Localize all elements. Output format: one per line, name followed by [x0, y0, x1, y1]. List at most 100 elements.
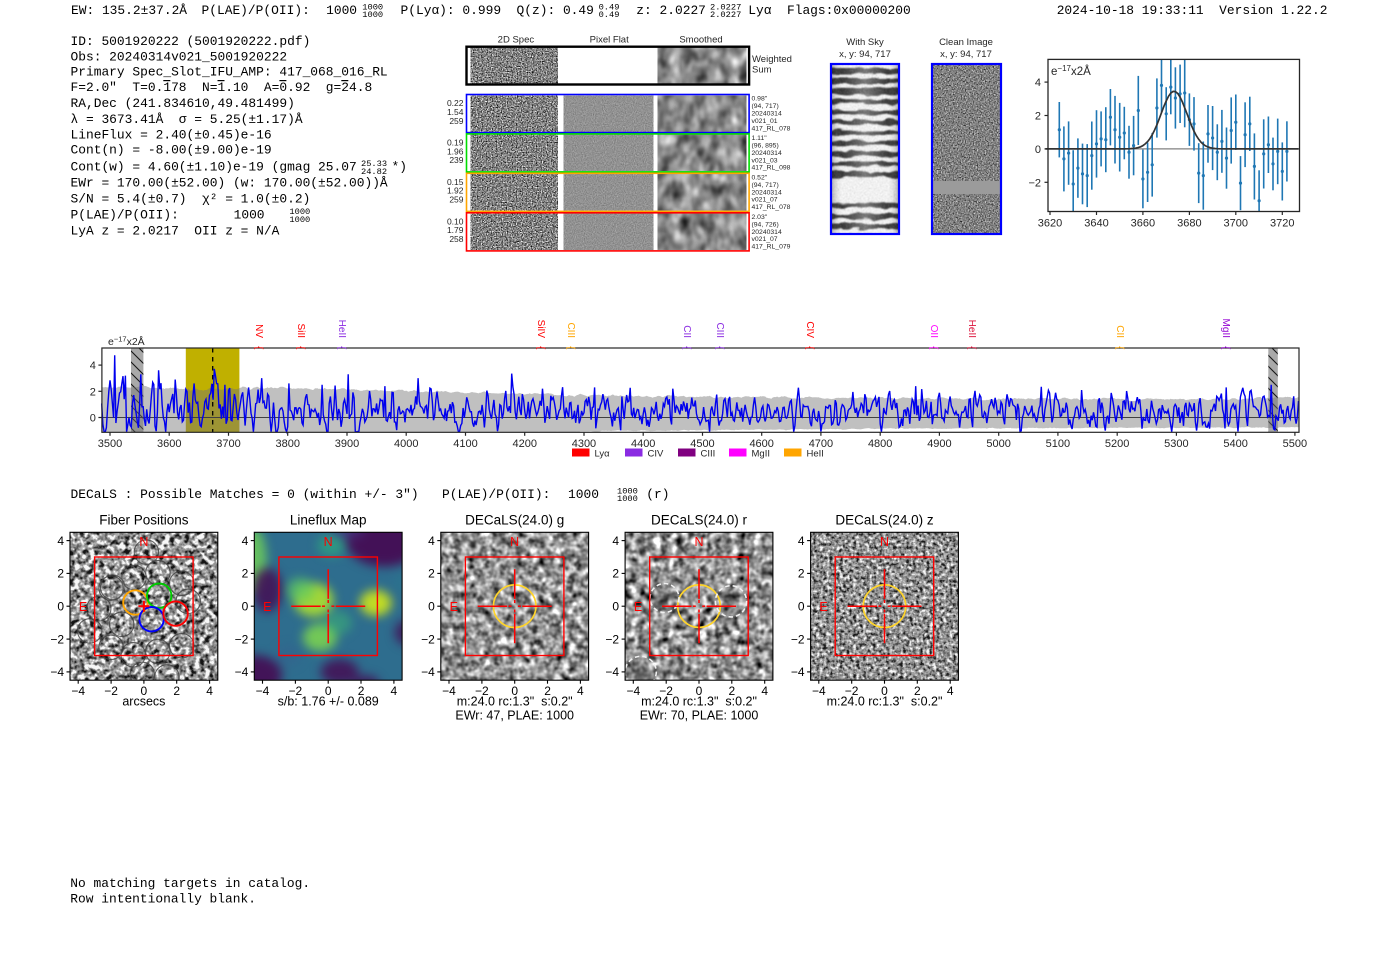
svg-text:EWr: 70, PLAE: 1000: EWr: 70, PLAE: 1000 [640, 709, 759, 723]
svg-text:4300: 4300 [572, 438, 596, 450]
svg-text:m:24.0 rc:1.3" s:0.2": m:24.0 rc:1.3" s:0.2" [641, 695, 757, 709]
svg-text:3640: 3640 [1084, 218, 1108, 230]
svg-text:x, y: 94, 717: x, y: 94, 717 [940, 49, 992, 60]
svg-text:2.03": 2.03" [752, 214, 768, 221]
svg-text:CIII: CIII [701, 449, 716, 460]
svg-text:{: { [253, 346, 264, 350]
svg-text:P(LAE)/P(OII):: P(LAE)/P(OII): [202, 3, 310, 18]
svg-text:P(Lyα): 0.999 Q(z): 0.49: P(Lyα): 0.999 Q(z): 0.49 [401, 3, 594, 18]
svg-text:CIII: CIII [714, 322, 725, 338]
svg-text:EWr: 47, PLAE: 1000: EWr: 47, PLAE: 1000 [455, 709, 574, 723]
svg-text:1000: 1000 [362, 10, 383, 20]
svg-text:25.33: 25.33 [361, 159, 387, 169]
svg-text:{: { [535, 346, 546, 350]
svg-text:DECaLS : Possible Matches = 0: DECaLS : Possible Matches = 0 (within +/… [71, 487, 419, 502]
svg-text:{: { [1114, 346, 1125, 350]
svg-text:Cont(n) = -8.00(±9.00)e-19: Cont(n) = -8.00(±9.00)e-19 [71, 143, 272, 158]
svg-text:4200: 4200 [512, 438, 536, 450]
svg-text:5000: 5000 [986, 438, 1010, 450]
svg-text:2.0227: 2.0227 [710, 2, 741, 12]
svg-text:−4: −4 [421, 665, 435, 679]
svg-text:−2: −2 [605, 632, 619, 646]
svg-text:−2: −2 [235, 632, 249, 646]
svg-text:259: 259 [449, 195, 463, 205]
svg-text:E: E [634, 600, 642, 614]
svg-text:−4: −4 [256, 684, 270, 698]
svg-text:0.49: 0.49 [599, 10, 620, 20]
svg-text:v021_07: v021_07 [752, 236, 778, 243]
svg-text:DECaLS(24.0) z: DECaLS(24.0) z [835, 513, 934, 528]
svg-text:ID: 5001920222 (5001920222.pdf: ID: 5001920222 (5001920222.pdf) [71, 34, 311, 49]
svg-text:*): *) [392, 160, 407, 175]
svg-text:0: 0 [1035, 144, 1041, 156]
svg-text:−2: −2 [104, 684, 118, 698]
svg-text:arcsecs: arcsecs [122, 695, 165, 709]
svg-text:0: 0 [881, 684, 888, 698]
svg-text:3700: 3700 [216, 438, 240, 450]
svg-text:2: 2 [173, 684, 180, 698]
svg-text:E: E [450, 600, 458, 614]
svg-text:239: 239 [449, 155, 463, 165]
svg-text:−4: −4 [791, 665, 805, 679]
svg-text:258: 258 [449, 234, 463, 244]
svg-text:3900: 3900 [335, 438, 359, 450]
svg-text:5100: 5100 [1046, 438, 1070, 450]
svg-text:2: 2 [798, 567, 805, 581]
svg-text:s/b: 1.76 +/- 0.089: s/b: 1.76 +/- 0.089 [278, 695, 379, 709]
svg-text:S/N = 5.4(±0.7) χ² = 1.0(±0.2: S/N = 5.4(±0.7) χ² = 1.0(±0.2) [71, 192, 311, 207]
svg-text:0.15: 0.15 [447, 177, 464, 187]
svg-text:Primary Spec_Slot_IFU_AMP: 417: Primary Spec_Slot_IFU_AMP: 417_068_016_R… [71, 65, 388, 80]
svg-text:Lineflux Map: Lineflux Map [290, 513, 367, 528]
svg-text:1000: 1000 [234, 208, 265, 223]
svg-text:e−17x2Å: e−17x2Å [108, 335, 145, 349]
svg-text:1.92: 1.92 [447, 186, 464, 196]
svg-text:LyA z = 2.0217 OII z = N/A: LyA z = 2.0217 OII z = N/A [71, 223, 280, 238]
svg-text:(94, 726): (94, 726) [752, 221, 779, 228]
svg-text:0: 0 [511, 684, 518, 698]
svg-text:−4: −4 [605, 665, 619, 679]
svg-text:0: 0 [90, 413, 96, 425]
svg-text:(96, 895): (96, 895) [752, 143, 779, 150]
svg-text:F=2.0" T=0.178 N=1.10 A=0.9: F=2.0" T=0.178 N=1.10 A=0.92 g=24.8 [71, 80, 373, 95]
svg-text:Smoothed: Smoothed [679, 35, 722, 46]
svg-text:(94, 717): (94, 717) [752, 182, 779, 189]
svg-text:0: 0 [798, 599, 805, 613]
svg-text:4100: 4100 [453, 438, 477, 450]
svg-text:{: { [804, 346, 815, 350]
svg-text:5300: 5300 [1164, 438, 1188, 450]
svg-text:5200: 5200 [1105, 438, 1129, 450]
svg-text:3800: 3800 [275, 438, 299, 450]
svg-text:Cont(w) = 4.60(±1.10)e-19 (gma: Cont(w) = 4.60(±1.10)e-19 (gmag 25.07 [71, 160, 357, 175]
svg-text:Clean Image: Clean Image [939, 37, 993, 48]
svg-text:4: 4 [391, 684, 398, 698]
svg-text:0: 0 [696, 684, 703, 698]
svg-text:v021_07: v021_07 [752, 197, 778, 204]
svg-text:0: 0 [428, 599, 435, 613]
svg-text:4900: 4900 [927, 438, 951, 450]
svg-text:4: 4 [428, 534, 435, 548]
svg-text:3720: 3720 [1270, 218, 1294, 230]
svg-text:{: { [295, 346, 306, 350]
svg-text:417_RL_078: 417_RL_078 [752, 125, 791, 132]
svg-text:N: N [139, 535, 148, 549]
svg-text:{: { [681, 346, 692, 350]
svg-text:λ = 3673.41Å σ = 5.25(±1.17)Å: λ = 3673.41Å σ = 5.25(±1.17)Å [71, 112, 303, 127]
svg-text:1.11": 1.11" [752, 135, 768, 142]
svg-text:4500: 4500 [690, 438, 714, 450]
svg-text:v021_01: v021_01 [752, 118, 778, 125]
svg-text:2.0227: 2.0227 [710, 10, 741, 20]
svg-text:1000: 1000 [326, 3, 357, 18]
svg-text:{: { [714, 346, 725, 350]
svg-text:2: 2 [242, 567, 249, 581]
svg-text:HeII: HeII [336, 320, 347, 338]
svg-text:CII: CII [681, 325, 692, 338]
svg-text:(r): (r) [646, 487, 669, 502]
svg-text:−4: −4 [50, 665, 64, 679]
svg-text:−4: −4 [442, 684, 456, 698]
svg-text:−2: −2 [845, 684, 859, 698]
svg-text:1.79: 1.79 [447, 225, 464, 235]
svg-text:SiIV: SiIV [535, 320, 546, 339]
svg-text:2: 2 [612, 567, 619, 581]
svg-text:MgII: MgII [752, 449, 770, 460]
svg-text:P(LAE)/P(OII):: P(LAE)/P(OII): [71, 208, 179, 223]
